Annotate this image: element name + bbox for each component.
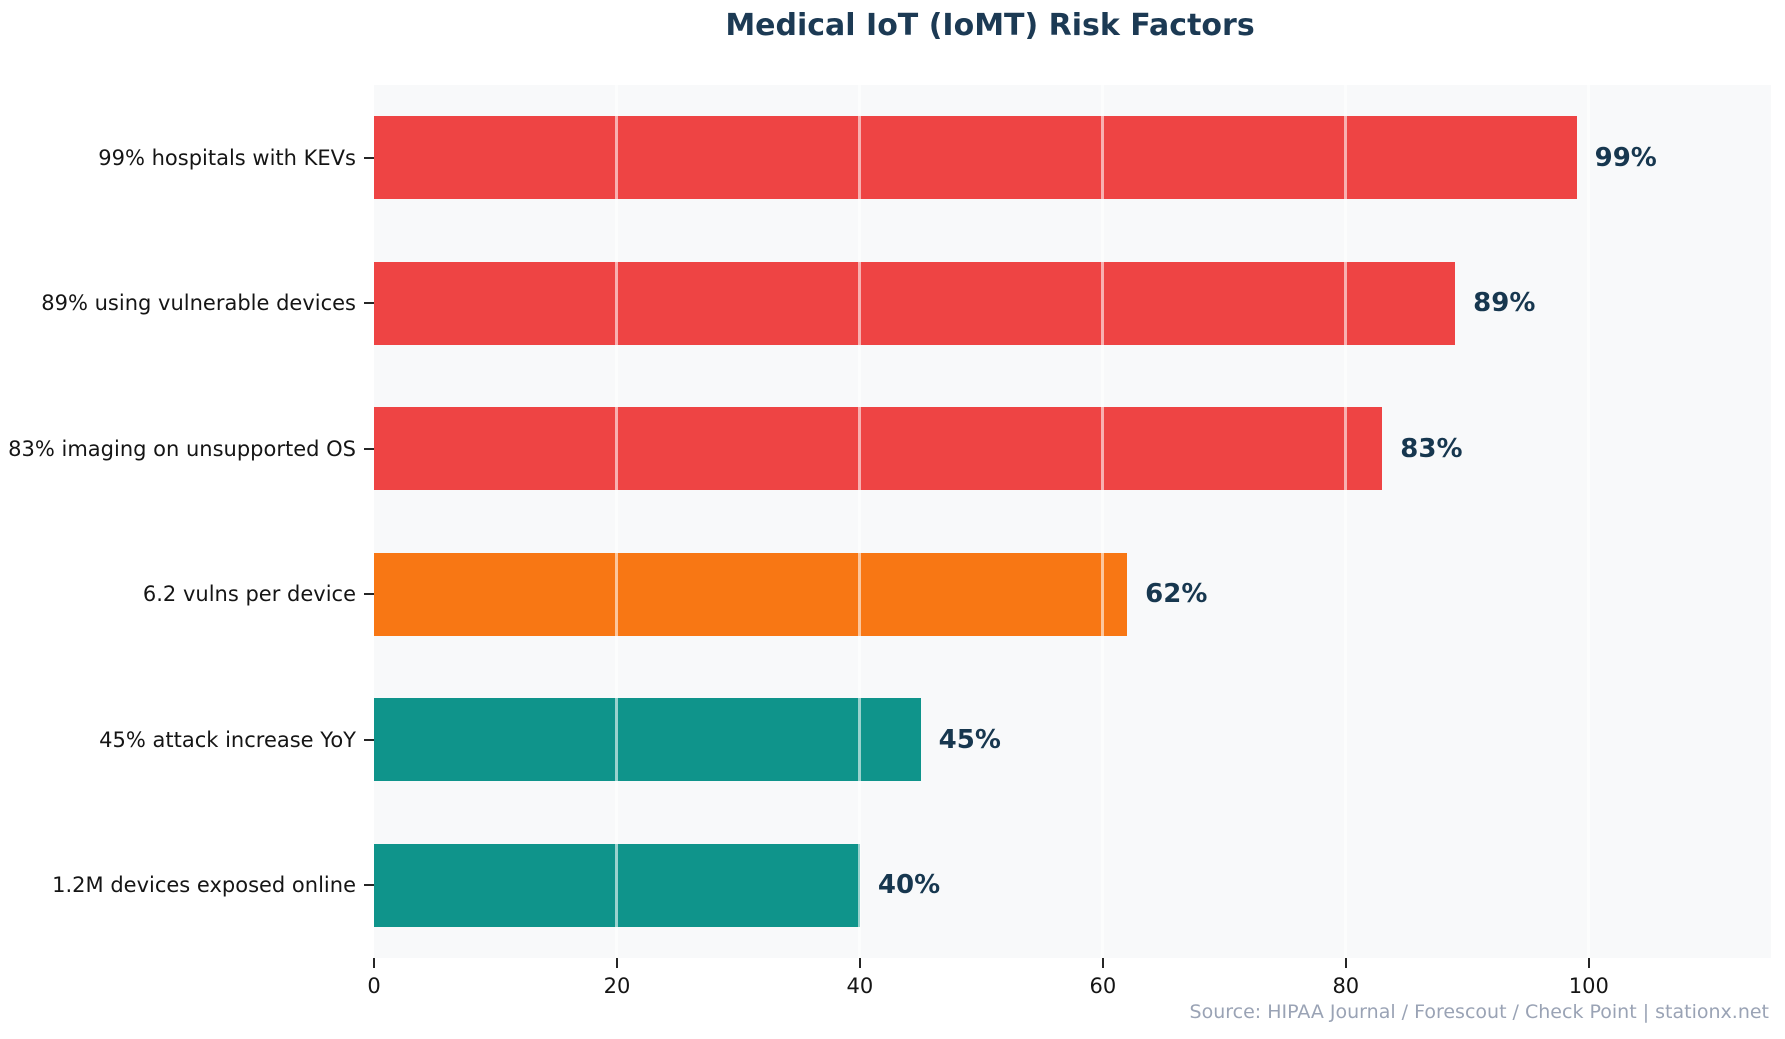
category-label-4: 45% attack increase YoY <box>99 727 356 752</box>
gridline-x-60 <box>1101 85 1105 958</box>
plot-area <box>374 85 1771 958</box>
bar-value-label-3: 62% <box>1145 579 1208 610</box>
y-axis-tick-1 <box>364 302 374 305</box>
bar-2 <box>374 407 1383 491</box>
x-axis-tick-label-20: 20 <box>603 974 631 998</box>
bar-value-label-5: 40% <box>877 870 941 901</box>
x-axis-tick-40 <box>858 958 861 968</box>
gridline-x-80 <box>1344 85 1348 958</box>
y-axis-tick-4 <box>364 738 374 741</box>
y-axis-tick-0 <box>364 156 374 159</box>
bar-value-label-1: 89% <box>1473 288 1536 319</box>
x-axis-tick-80 <box>1344 958 1347 968</box>
gridline-x-100 <box>1587 85 1591 958</box>
source-credit: Source: HIPAA Journal / Forescout / Chec… <box>1189 1001 1769 1023</box>
bar-value-label-4: 45% <box>938 724 1001 755</box>
bar-value-label-0: 99% <box>1594 142 1657 173</box>
x-axis-tick-60 <box>1101 958 1104 968</box>
gridline-x-20 <box>615 85 619 958</box>
bar-0 <box>374 116 1577 200</box>
gridline-x-40 <box>858 85 862 958</box>
chart-title: Medical IoT (IoMT) Risk Factors <box>725 8 1255 43</box>
x-axis-tick-label-60: 60 <box>1089 974 1117 998</box>
bar-3 <box>374 552 1128 636</box>
category-label-2: 83% imaging on unsupported OS <box>8 436 356 461</box>
x-axis-tick-label-100: 100 <box>1568 974 1609 998</box>
category-label-0: 99% hospitals with KEVs <box>98 145 356 170</box>
category-label-1: 89% using vulnerable devices <box>41 291 356 316</box>
y-axis-tick-5 <box>364 884 374 887</box>
y-axis-tick-2 <box>364 447 374 450</box>
x-axis-tick-label-0: 0 <box>367 974 381 998</box>
category-label-3: 6.2 vulns per device <box>142 582 356 607</box>
category-label-5: 1.2M devices exposed online <box>52 873 356 898</box>
x-axis-tick-label-40: 40 <box>846 974 874 998</box>
bar-1 <box>374 261 1456 345</box>
x-axis-tick-20 <box>615 958 618 968</box>
bar-4 <box>374 698 921 782</box>
x-axis-tick-100 <box>1587 958 1590 968</box>
x-axis-tick-0 <box>373 958 375 968</box>
y-axis-tick-3 <box>364 593 374 596</box>
x-axis-tick-label-80: 80 <box>1332 974 1360 998</box>
bar-value-label-2: 83% <box>1400 433 1463 464</box>
